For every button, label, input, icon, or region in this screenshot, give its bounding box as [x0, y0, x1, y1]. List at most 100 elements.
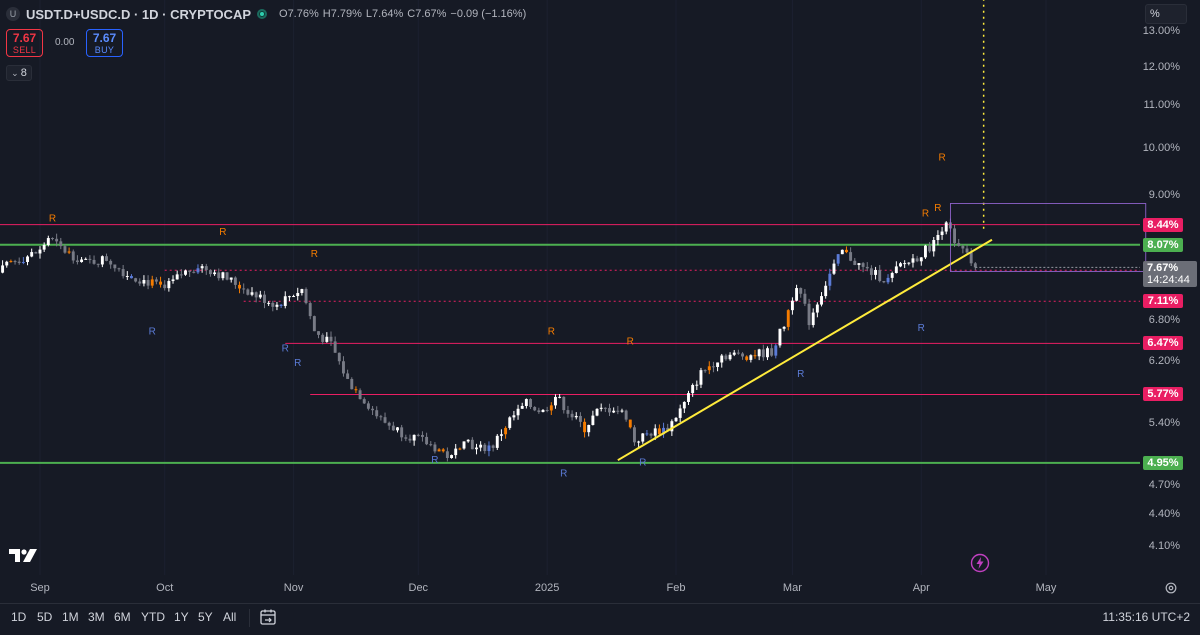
- level-lines: [0, 224, 1140, 464]
- range-button-all[interactable]: All: [223, 610, 237, 624]
- price-tick-label: 9.00%: [1148, 189, 1180, 201]
- range-button-1d[interactable]: 1D: [11, 610, 27, 624]
- candle-body: [296, 293, 300, 297]
- candle-body: [142, 279, 146, 284]
- candle-body: [603, 407, 607, 409]
- candle-body: [129, 276, 133, 279]
- range-button-5y[interactable]: 5Y: [198, 610, 213, 624]
- candle-body: [583, 421, 587, 433]
- candle-body: [163, 284, 167, 289]
- candle-body: [969, 252, 973, 264]
- r-marker: R: [311, 249, 318, 260]
- symbol-title[interactable]: USDT.D+USDC.D · 1D · CRYPTOCAP: [26, 6, 251, 22]
- symbol-icon[interactable]: U: [6, 7, 20, 21]
- candle-body: [491, 445, 495, 448]
- utc-clock[interactable]: 11:35:16 UTC+2: [1102, 610, 1191, 624]
- time-tick-label: Oct: [156, 582, 174, 594]
- r-marker: R: [149, 326, 156, 337]
- candle-body: [907, 262, 911, 264]
- candle-body: [46, 238, 50, 246]
- candle-body: [167, 281, 171, 289]
- range-button-1y[interactable]: 1Y: [174, 610, 189, 624]
- candle-body: [450, 455, 454, 458]
- candle-body: [304, 289, 308, 304]
- percent-scale-button[interactable]: %: [1145, 4, 1187, 24]
- candle-body: [965, 248, 969, 253]
- candle-body: [146, 279, 150, 286]
- candle-body: [308, 303, 312, 317]
- range-button-3m[interactable]: 3M: [88, 610, 105, 624]
- candle-body: [786, 310, 790, 327]
- candle-body: [445, 451, 449, 458]
- candle-body: [154, 279, 158, 282]
- candle-body: [63, 246, 67, 253]
- candle-body: [150, 279, 154, 286]
- candle-body: [138, 281, 142, 284]
- candle-body: [711, 366, 715, 368]
- price-chart[interactable]: RRRRRRRRRRRRRRRRR: [0, 0, 1200, 603]
- flash-icon[interactable]: [970, 553, 990, 573]
- candle-body: [412, 434, 416, 441]
- candle-body: [71, 251, 75, 261]
- chart-header: U USDT.D+USDC.D · 1D · CRYPTOCAP O7.76% H…: [6, 4, 526, 24]
- bar-countdown: 14:24:44: [1147, 274, 1190, 286]
- candle-body: [254, 292, 258, 298]
- candle-body: [13, 261, 17, 263]
- candle-body: [608, 408, 611, 413]
- candle-body: [699, 370, 703, 385]
- candle-body: [1, 265, 5, 273]
- candle-body: [184, 270, 187, 275]
- candle-body: [857, 263, 861, 266]
- range-box: [949, 203, 1147, 272]
- range-button-1m[interactable]: 1M: [62, 610, 79, 624]
- ohlc-key: L: [365, 8, 373, 20]
- candle-body: [899, 263, 902, 267]
- gear-icon[interactable]: [1164, 581, 1178, 595]
- candle-body: [17, 261, 21, 263]
- tradingview-logo-icon[interactable]: [8, 546, 38, 564]
- ohlc-value: 7.79%: [330, 8, 362, 20]
- ohlc-item: L7.64%: [366, 8, 403, 20]
- candle-body: [811, 312, 815, 326]
- candle-body: [549, 405, 553, 411]
- candle-body: [325, 336, 329, 342]
- candle-body: [520, 405, 524, 409]
- indicators-toggle[interactable]: ⌄ 8: [6, 65, 32, 81]
- r-marker: R: [627, 337, 634, 348]
- candle-body: [458, 448, 462, 450]
- range-button-ytd[interactable]: YTD: [141, 610, 165, 624]
- candle-body: [225, 272, 229, 280]
- candle-body: [312, 316, 316, 332]
- range-button-6m[interactable]: 6M: [114, 610, 131, 624]
- candle-body: [379, 416, 383, 418]
- ohlc-item: O7.76%: [279, 8, 319, 20]
- candle-body: [782, 326, 786, 329]
- candle-body: [861, 263, 865, 267]
- candle-body: [566, 410, 570, 414]
- ohlc-item: C7.67%: [407, 8, 446, 20]
- candle-body: [433, 444, 437, 452]
- candle-body: [616, 410, 620, 412]
- level-price-label: 8.44%: [1143, 217, 1183, 232]
- candle-body: [221, 272, 225, 279]
- sell-button[interactable]: 7.67 SELL: [6, 29, 43, 57]
- ohlc-value: 7.67%: [415, 8, 447, 20]
- ohlc-item: H7.79%: [323, 8, 362, 20]
- candle-body: [512, 415, 516, 418]
- candle-body: [67, 251, 71, 253]
- candle-body: [882, 281, 886, 283]
- candle-body: [408, 438, 412, 441]
- price-tick-label: 13.00%: [1142, 24, 1180, 37]
- range-button-5d[interactable]: 5D: [37, 610, 53, 624]
- candle-body: [109, 260, 113, 265]
- candle-body: [836, 254, 840, 264]
- price-tick-label: 12.00%: [1142, 60, 1180, 73]
- candle-body: [100, 256, 104, 265]
- calendar-icon[interactable]: [259, 608, 277, 626]
- candle-body: [923, 245, 927, 258]
- buy-button[interactable]: 7.67 BUY: [86, 29, 123, 57]
- candle-body: [179, 274, 183, 276]
- candle-body: [329, 336, 333, 342]
- candle-body: [845, 249, 848, 253]
- candle-body: [828, 273, 832, 286]
